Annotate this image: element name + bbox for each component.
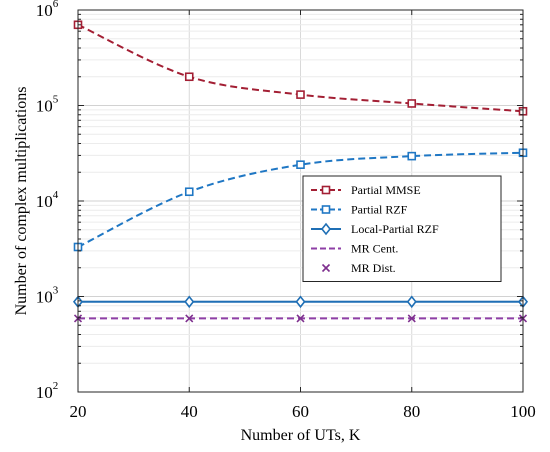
- data-point-partial-mmse: [407, 99, 417, 108]
- legend-marker-local-partial-rzf: [320, 222, 332, 236]
- data-point-local-partial-rzf: [184, 295, 195, 309]
- x-axis-label: Number of UTs, K: [241, 427, 361, 444]
- x-tick-label: 60: [292, 402, 309, 421]
- data-point-local-partial-rzf: [295, 295, 306, 309]
- legend-marker-partial-rzf: [321, 205, 331, 214]
- y-tick-label: 103: [36, 285, 59, 307]
- y-tick-label: 102: [36, 380, 59, 402]
- data-point-local-partial-rzf: [406, 295, 417, 309]
- plot-frame: [77, 9, 524, 393]
- x-marker-stroke: [296, 314, 305, 323]
- data-point-partial-rzf: [296, 160, 305, 169]
- y-tick-label: 105: [36, 94, 59, 116]
- series-line-partial-rzf: [77, 151, 524, 248]
- legend-label-partial-rzf: Partial RZF: [351, 203, 408, 217]
- y-tick-label: 106: [36, 0, 59, 20]
- data-point-partial-mmse: [296, 90, 305, 99]
- legend-label-local-partial-rzf: Local-Partial RZF: [351, 222, 439, 236]
- data-point-partial-rzf: [184, 187, 194, 197]
- data-point-partial-mmse: [184, 72, 194, 82]
- data-point-mr-dist: [296, 314, 305, 323]
- data-point-mr-dist: [407, 314, 416, 323]
- x-marker-stroke: [321, 263, 331, 273]
- x-tick-label: 40: [181, 402, 198, 421]
- x-marker-stroke: [407, 314, 416, 323]
- x-tick-label: 100: [510, 402, 536, 421]
- x-marker-stroke: [185, 314, 194, 323]
- data-point-partial-rzf: [407, 151, 417, 161]
- legend-label-partial-mmse: Partial MMSE: [351, 183, 421, 197]
- x-tick-label: 20: [70, 402, 87, 421]
- legend-label-mr-dist: MR Dist.: [351, 261, 396, 275]
- legend-marker-partial-mmse: [321, 185, 331, 195]
- data-point-mr-dist: [185, 314, 194, 323]
- y-axis-label: Number of complex multiplications: [13, 87, 30, 316]
- legend-label-mr-cent: MR Cent.: [351, 242, 398, 256]
- legend: Partial MMSE Partial RZF Local-Partial RZF…: [302, 175, 502, 282]
- x-tick-label: 80: [403, 402, 420, 421]
- y-tick-label: 104: [36, 189, 59, 211]
- legend-marker-mr-dist: [321, 263, 331, 273]
